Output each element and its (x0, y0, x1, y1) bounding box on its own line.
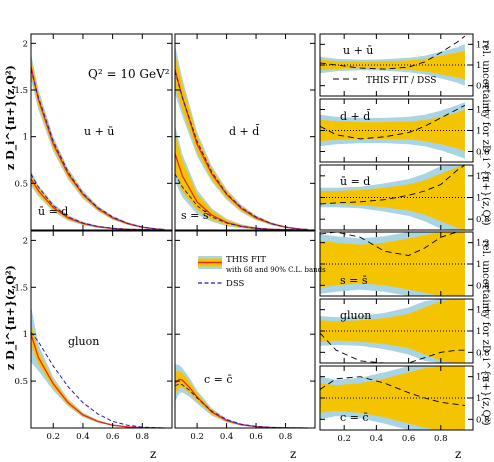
left-bottom-yticklabel-0: 0.5 (14, 377, 28, 387)
ratio-4-yticklabel-0: 0.8 (476, 348, 490, 358)
left-top-curve-label-1: ū = d (38, 205, 68, 218)
ratio-0-yticklabel-1: 1 (476, 61, 481, 71)
ratio-5-yticklabel-2: 1.2 (476, 373, 490, 383)
left-bottom-ticklabel-3: 0.8 (136, 432, 150, 442)
ratio-4-yticklabel-2: 1.2 (476, 306, 490, 316)
middle-bottom-curve-label-0: c = c̄ (204, 373, 233, 386)
left-bottom-yticklabel-2: 1.5 (14, 283, 28, 293)
ylabel-right-bottom: rel. uncertainty for zD_i^{π+}(z,Q²) (480, 240, 491, 426)
middle-bottom-ticklabel-0: 0.2 (190, 432, 204, 442)
ratio-2-label: ū = d (340, 175, 370, 188)
ratio-1-yticklabel-2: 1.2 (476, 106, 490, 116)
q2-label: Q² = 10 GeV² (88, 67, 170, 81)
ylabel-left-top: z D_i^{π+}(z,Q²) (4, 65, 18, 170)
middle-top-0-fit-line (174, 69, 308, 231)
ratio-2-yticklabel-0: 0.8 (476, 215, 490, 225)
ratio-5-ticklabel-2: 0.6 (402, 434, 416, 444)
xlabel-middle: z (290, 447, 296, 461)
ratio-1-label: d + d̄ (340, 110, 370, 123)
middle-bottom-frame (174, 230, 316, 429)
legend-ratio-dss-label: THIS FIT / DSS (366, 76, 436, 86)
left-top-curve-label-0: u + ū (84, 125, 114, 138)
ratio-1-yticklabel-1: 1 (476, 127, 481, 137)
left-bottom-yticklabel-1: 1 (23, 330, 28, 340)
ratio-5-dss-ratio-line (319, 376, 465, 406)
ratio-5-ticklabel-3: 0.8 (434, 434, 448, 444)
xlabel-right: z (455, 447, 461, 461)
ratio-2-yticklabel-2: 1.2 (476, 172, 490, 182)
ratio-5-ticklabel-0: 0.2 (337, 434, 351, 444)
left-bottom-frame (30, 230, 173, 429)
xlabel-left: z (150, 447, 156, 461)
left-top-yticklabel-1: 1 (23, 133, 28, 143)
ratio-0-label: u + ū (343, 44, 373, 57)
middle-top-curve-label-0: d + d̄ (229, 125, 259, 138)
ratio-0-dss-ratio-line (319, 35, 466, 70)
text-layer: 0.5 1 1.5 2 u + ū ū = d d + d̄ s = s̄ 0.2 0.4 0.6 0… (14, 39, 489, 444)
ratio-4-yticklabel-1: 1 (476, 327, 481, 337)
ratio-5-yticklabel-1: 1 (476, 394, 481, 404)
ylabel-right-top: rel. uncertainty for zD_i^{π+}(z,Q²) (480, 40, 491, 226)
left-top-yticklabel-0: 0.5 (14, 179, 28, 189)
left-top-yticklabel-3: 2 (23, 39, 28, 49)
middle-bottom-0-fit-line (174, 378, 308, 429)
middle-bottom-ticklabel-1: 0.4 (220, 432, 234, 442)
ratio-4-label: gluon (340, 309, 371, 322)
ratio-2-dss-ratio-line (319, 164, 466, 205)
legend-ratio: THIS FIT / DSS (333, 76, 436, 86)
middle-bottom-0-band90 (175, 364, 308, 428)
left-top-0-dss-line (30, 69, 165, 230)
left-bottom-0-dss-line (30, 331, 165, 429)
left-bottom-ticklabel-1: 0.4 (76, 432, 90, 442)
frames-layer (30, 33, 474, 431)
middle-bottom-ticklabel-2: 0.6 (249, 432, 263, 442)
legend-fit-sublabel: with 68 and 90% C.L. bands (226, 266, 326, 274)
ratio-2-yticklabel-1: 1 (476, 194, 481, 204)
ratio-5-label: c = c̄ (340, 411, 369, 424)
ratio-0-yticklabel-0: 0.8 (476, 82, 490, 92)
left-top-frame (30, 33, 173, 231)
legend-fit-label: THIS FIT (226, 255, 266, 265)
ratio-4-dss-ratio-line (319, 332, 465, 364)
ratio-1-yticklabel-0: 0.8 (476, 148, 490, 158)
left-bottom-ticklabel-2: 0.6 (106, 432, 120, 442)
ylabel-left-bottom: z D_i^{π+}(z,Q²) (4, 265, 18, 370)
bands-layer (31, 44, 465, 430)
legend-dss-label: DSS (226, 279, 244, 289)
middle-top-frame (174, 33, 316, 231)
ratio-1-dss-ratio-line (319, 104, 466, 140)
left-top-yticklabel-2: 1.5 (14, 86, 28, 96)
middle-bottom-0-band68 (175, 370, 308, 428)
left-bottom-yticklabel-3: 2 (23, 236, 28, 246)
left-bottom-curve-label-0: gluon (68, 335, 99, 348)
ratio-5-yticklabel-0: 0.8 (476, 415, 490, 425)
ratio-3-yticklabel-2: 1.2 (476, 239, 490, 249)
legend-center: THIS FIT with 68 and 90% C.L. bands DSS (198, 255, 326, 289)
middle-top-curve-label-1: s = s̄ (181, 209, 209, 222)
ratio-3-yticklabel-0: 0.8 (476, 281, 490, 291)
left-bottom-0-band90 (31, 306, 165, 428)
ratio-3-yticklabel-1: 1 (476, 260, 481, 270)
left-bottom-ticklabel-0: 0.2 (46, 432, 60, 442)
ratio-3-label: s = s̄ (340, 274, 368, 287)
ratio-5-ticklabel-1: 0.4 (370, 434, 384, 444)
middle-bottom-ticklabel-3: 0.8 (279, 432, 293, 442)
ratio-0-yticklabel-2: 1.2 (476, 40, 490, 50)
left-top-1-band90 (31, 171, 165, 230)
